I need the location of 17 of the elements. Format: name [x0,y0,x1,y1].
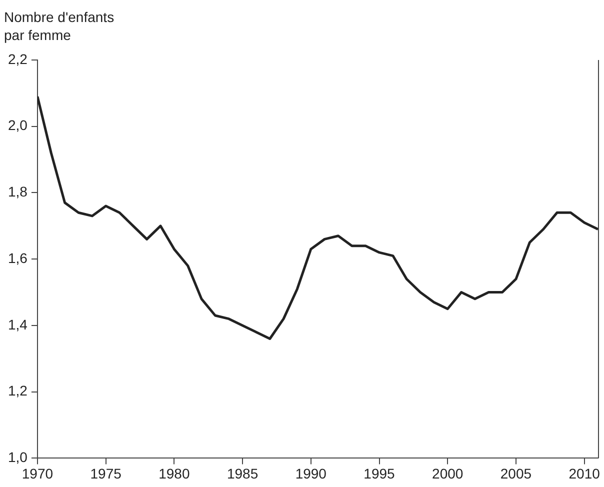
x-tick-label: 1980 [158,465,190,482]
x-tick-label: 1985 [226,465,258,482]
x-tick-label: 1990 [295,465,327,482]
y-tick-label: 1,0 [8,449,28,466]
y-tick-label: 1,6 [8,250,28,266]
x-tick-label: 1975 [90,465,122,482]
y-tick-label: 1,4 [8,316,28,332]
y-tick-label: 1,2 [8,382,28,399]
y-tick-label: 2,0 [8,117,28,134]
x-tick-label: 1970 [22,465,54,482]
x-tick-label: 2000 [432,465,464,482]
x-tick-label: 2005 [500,465,532,482]
x-tick-label: 1995 [364,465,396,482]
y-tick-label: 2,2 [8,50,28,67]
y-axis-title: Nombre d'enfants par femme [4,8,116,44]
x-tick-label: 2010 [568,465,600,482]
y-tick-label: 1,8 [8,184,28,200]
